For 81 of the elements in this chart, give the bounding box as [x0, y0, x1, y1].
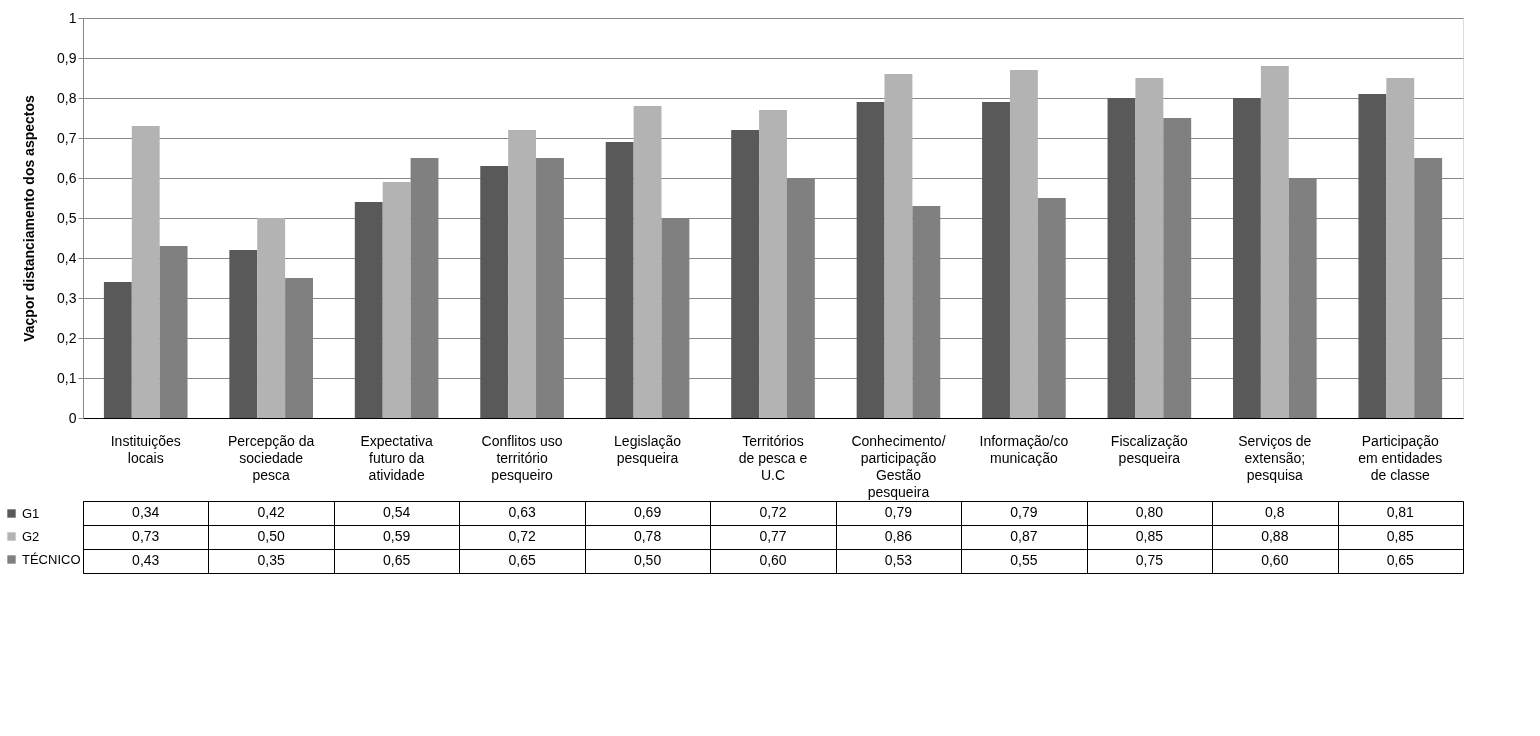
bar — [982, 102, 1010, 418]
bar — [759, 110, 787, 418]
data-label: 0,88 — [1261, 528, 1289, 544]
bar — [731, 130, 760, 418]
data-label: 0,79 — [1010, 504, 1038, 520]
bar — [1107, 98, 1136, 418]
bar — [1135, 78, 1164, 418]
y-tick-label: 0 — [68, 409, 77, 426]
data-label: 0,8 — [1265, 504, 1285, 520]
data-label: 0,69 — [633, 504, 662, 520]
bar — [382, 182, 411, 418]
data-label: 0,63 — [508, 504, 536, 520]
bar — [354, 202, 383, 418]
bar — [1009, 70, 1038, 418]
data-label: 0,65 — [383, 552, 411, 568]
x-tick-label: Expectativa futuro da atividade — [360, 432, 434, 483]
bar — [633, 106, 662, 418]
legend-label: G2 — [22, 528, 40, 544]
x-tick-label: Conflitos uso território pesqueiro — [481, 432, 563, 483]
data-label: 0,81 — [1386, 504, 1415, 520]
data-label: 0,86 — [884, 528, 913, 544]
bar — [229, 250, 258, 418]
x-tick-label: Informação/comunicação — [979, 432, 1069, 466]
bar — [1386, 78, 1415, 418]
y-tick-label: 0,4 — [57, 249, 77, 266]
y-tick-label: 0,7 — [57, 129, 77, 146]
y-tick-label: 0,1 — [57, 369, 77, 386]
y-tick-label: 1 — [68, 9, 77, 26]
bar — [1358, 94, 1387, 418]
data-label: 0,79 — [884, 504, 913, 520]
data-label: 0,85 — [1386, 528, 1415, 544]
y-tick-label: 0,3 — [57, 289, 77, 306]
bar — [508, 130, 537, 418]
data-label: 0,54 — [383, 504, 411, 520]
data-label: 0,55 — [1010, 552, 1038, 568]
bar — [1260, 66, 1289, 418]
bar — [257, 218, 286, 418]
data-label: 0,77 — [759, 528, 787, 544]
x-tick-label: Serviços de extensão; pesquisa — [1238, 432, 1312, 483]
data-label: 0,78 — [633, 528, 662, 544]
bar — [131, 126, 160, 418]
data-label: 0,72 — [759, 504, 787, 520]
x-tick-label: Conhecimento/participação Gestão pesqueira — [851, 432, 946, 500]
data-label: 0,50 — [633, 552, 662, 568]
x-tick-label: Percepção da sociedade pesca — [227, 432, 315, 483]
x-tick-label: Legislação pesqueira — [614, 432, 682, 466]
legend-label: G1 — [22, 505, 40, 521]
bar — [1233, 98, 1261, 418]
data-label: 0,85 — [1135, 528, 1164, 544]
data-label: 0,53 — [884, 552, 913, 568]
y-tick-label: 0,5 — [57, 209, 77, 226]
data-label: 0,34 — [132, 504, 160, 520]
data-label: 0,73 — [132, 528, 160, 544]
data-label: 0,50 — [257, 528, 286, 544]
data-label: 0,59 — [383, 528, 411, 544]
data-label: 0,72 — [508, 528, 536, 544]
x-tick-label: Participação em entidades de classe — [1358, 432, 1443, 483]
bar — [103, 282, 132, 418]
data-label: 0,65 — [508, 552, 536, 568]
data-label: 0,65 — [1386, 552, 1415, 568]
x-tick-label: Territórios de pesca e U.C — [738, 432, 808, 483]
data-label: 0,80 — [1135, 504, 1164, 520]
x-tick-label: Instituições locais — [110, 432, 181, 466]
y-tick-label: 0,2 — [57, 329, 77, 346]
data-label: 0,42 — [257, 504, 286, 520]
x-tick-label: Fiscalização pesqueira — [1110, 432, 1189, 466]
legend-label: TÉCNICO — [22, 551, 81, 567]
data-label: 0,87 — [1010, 528, 1038, 544]
data-label: 0,43 — [132, 552, 160, 568]
y-tick-label: 0,8 — [57, 89, 77, 106]
bar — [605, 142, 634, 418]
data-label: 0,75 — [1135, 552, 1164, 568]
data-label: 0,35 — [257, 552, 286, 568]
y-axis-title: Vaçpor distanciamento dos aspectos — [21, 94, 38, 342]
data-label: 0,60 — [1261, 552, 1289, 568]
bar — [884, 74, 913, 418]
bar — [856, 102, 885, 418]
data-label: 0,60 — [759, 552, 787, 568]
bar — [480, 166, 509, 418]
y-tick-label: 0,6 — [57, 169, 77, 186]
y-tick-label: 0,9 — [57, 49, 77, 66]
